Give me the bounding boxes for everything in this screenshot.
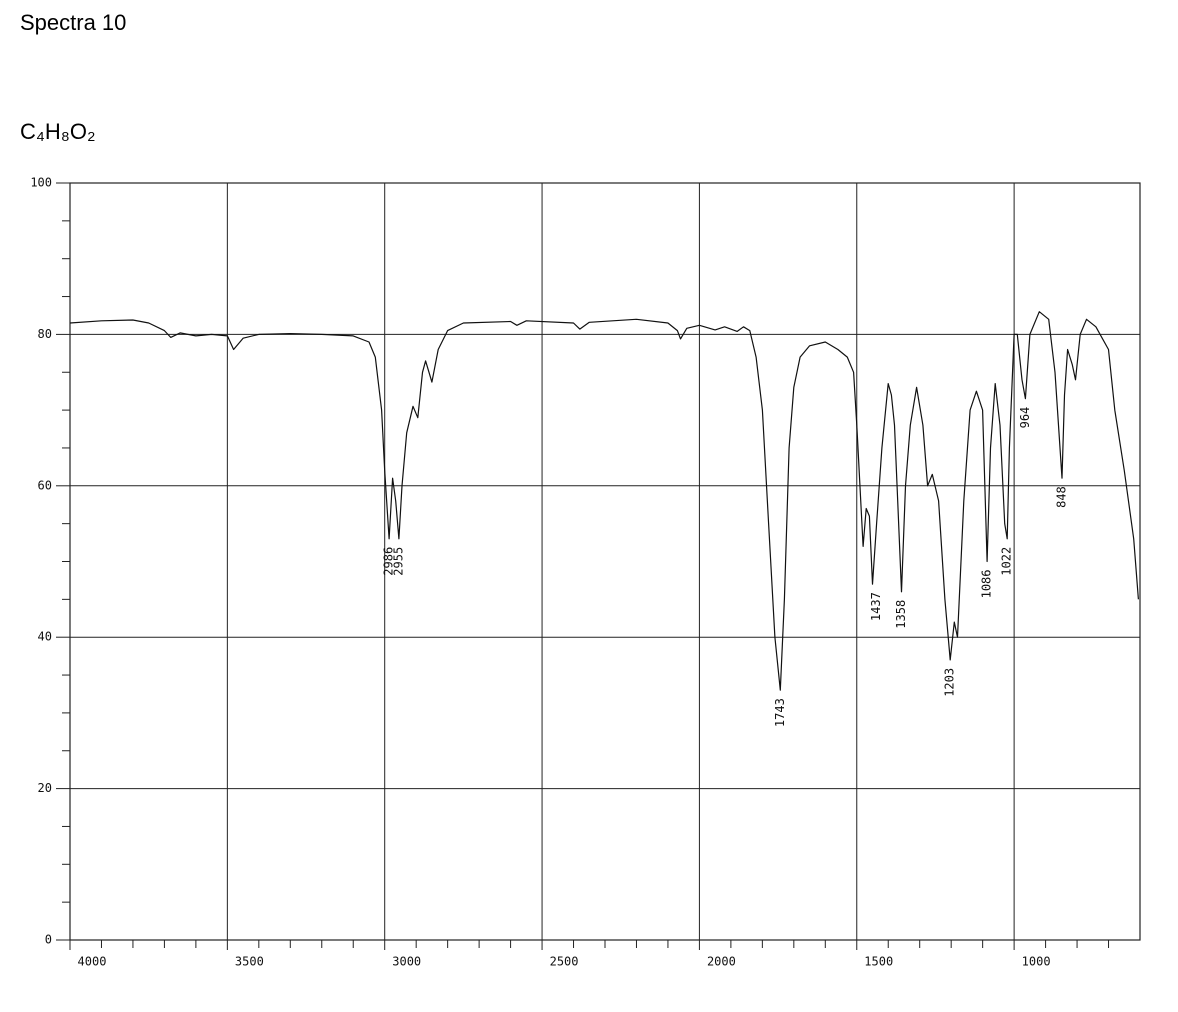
y-tick-label: 60 [38, 478, 52, 492]
peak-label: 964 [1018, 407, 1032, 429]
peak-label: 1022 [1000, 547, 1014, 576]
peak-label: 1086 [980, 570, 994, 599]
y-tick-label: 0 [45, 933, 52, 947]
x-tick-label: 2000 [707, 955, 736, 969]
peak-label: 848 [1055, 486, 1069, 508]
y-tick-label: 40 [38, 630, 52, 644]
peak-label: 1358 [894, 600, 908, 629]
x-tick-label: 4000 [78, 955, 107, 969]
y-tick-label: 80 [38, 327, 52, 341]
x-tick-label: 1000 [1022, 955, 1051, 969]
plot-frame [69, 182, 1141, 941]
x-tick-label: 2500 [550, 955, 579, 969]
formula: C₄H₈O₂ [20, 119, 96, 144]
spectrum-line [69, 311, 1139, 691]
chart-title: Spectra 10 [20, 10, 126, 35]
peak-label: 2955 [391, 547, 405, 576]
x-tick-label: 3500 [235, 955, 264, 969]
y-tick-label: 20 [38, 781, 52, 795]
y-tick-label: 100 [30, 176, 52, 190]
x-tick-label: 3000 [392, 955, 421, 969]
peak-label: 2986 [382, 547, 396, 576]
x-tick-label: 1500 [864, 955, 893, 969]
peak-label: 1437 [869, 592, 883, 621]
peak-label: 1203 [943, 668, 957, 697]
peak-label: 1743 [773, 698, 787, 727]
